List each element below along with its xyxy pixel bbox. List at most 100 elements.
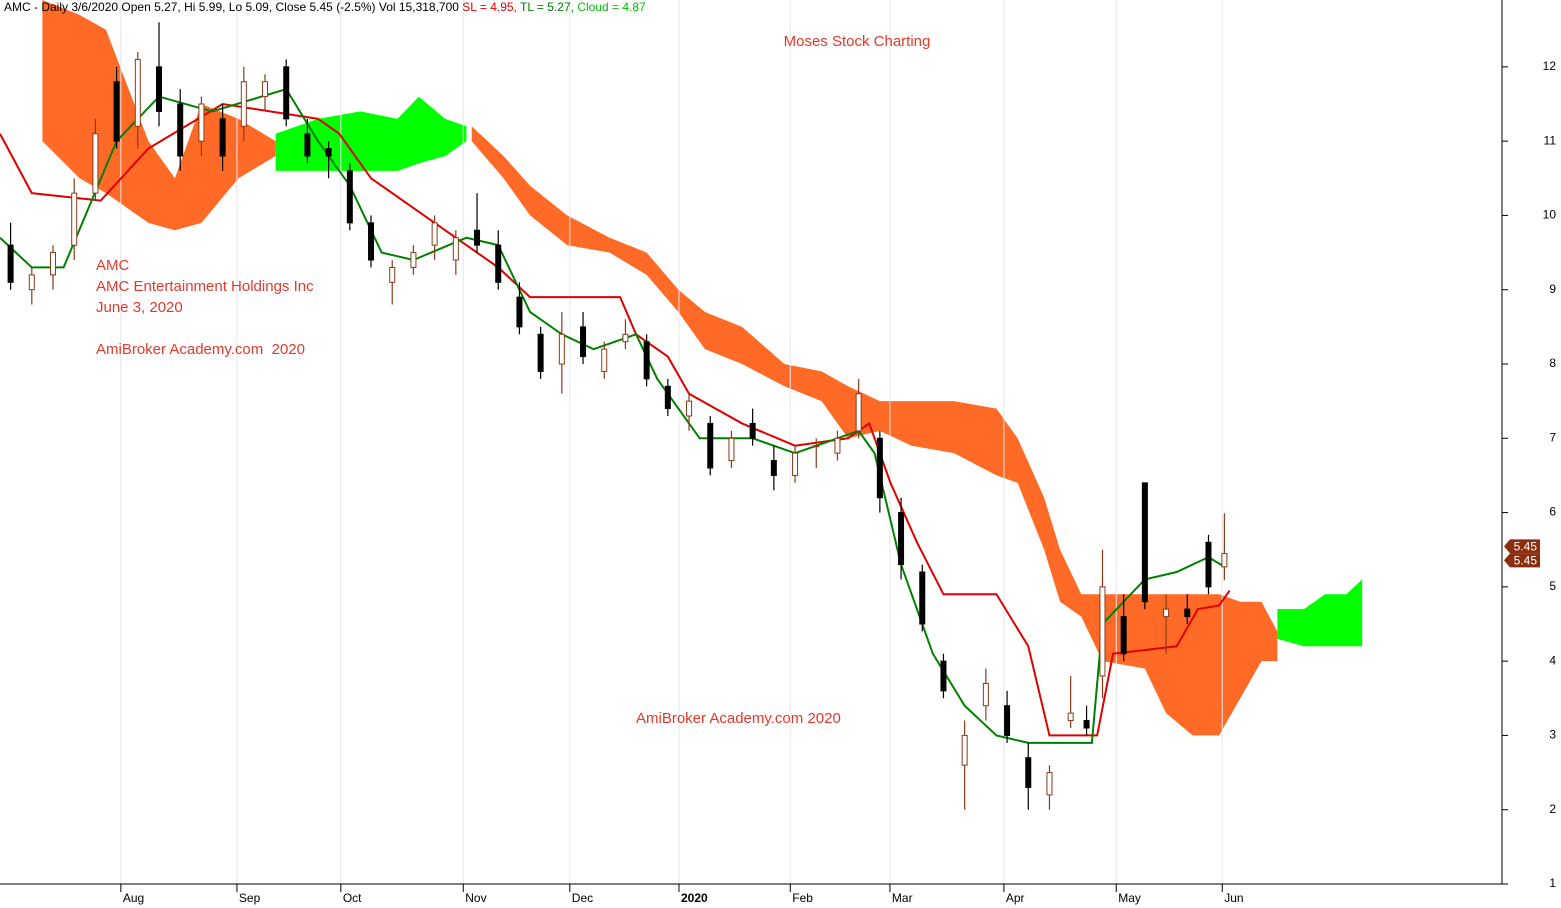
candle-body bbox=[7, 244, 14, 283]
price-tag-label: 5.45 bbox=[1514, 540, 1538, 554]
candle-body bbox=[368, 222, 375, 261]
annotation: AMC Entertainment Holdings Inc bbox=[96, 278, 314, 295]
candle-body bbox=[262, 81, 269, 98]
candle-body bbox=[346, 170, 353, 224]
candle-body bbox=[1163, 608, 1170, 618]
candle-body bbox=[92, 133, 99, 194]
candle-body bbox=[580, 326, 587, 358]
annotation: AMC bbox=[96, 257, 130, 274]
y-tick-label: 12 bbox=[1543, 59, 1557, 73]
candle-body bbox=[813, 445, 820, 448]
candle-body bbox=[558, 333, 565, 365]
y-tick-label: 10 bbox=[1543, 208, 1557, 222]
candle-body bbox=[1046, 772, 1053, 796]
candle-body bbox=[982, 682, 989, 707]
y-tick-label: 7 bbox=[1549, 430, 1556, 444]
cloud-band bbox=[275, 96, 467, 171]
candle-body bbox=[198, 103, 205, 142]
cloud-layer bbox=[42, 0, 1363, 736]
x-tick-label: Dec bbox=[572, 891, 593, 905]
y-tick-label: 4 bbox=[1549, 653, 1556, 667]
candle-body bbox=[728, 437, 735, 462]
candle-body bbox=[156, 66, 163, 112]
candle-body bbox=[50, 252, 57, 276]
candle-body bbox=[792, 452, 799, 476]
candle-body bbox=[1099, 586, 1106, 677]
grid-layer bbox=[120, 0, 1223, 884]
candle-body bbox=[961, 734, 968, 766]
candle-body bbox=[431, 222, 438, 246]
candle-body bbox=[1221, 552, 1228, 568]
candle-body bbox=[134, 58, 141, 127]
candle-body bbox=[855, 393, 862, 432]
header-tl: TL = 5.27, bbox=[520, 0, 574, 14]
header-cloud: Cloud = 4.87 bbox=[577, 0, 646, 14]
x-tick-label: Jun bbox=[1224, 891, 1243, 905]
candle-body bbox=[537, 333, 544, 372]
candle-body bbox=[940, 660, 947, 692]
price-tag bbox=[1504, 553, 1540, 568]
x-tick-label: May bbox=[1118, 891, 1141, 905]
indicator-line bbox=[0, 87, 1225, 744]
cloud-band bbox=[471, 126, 1278, 736]
header: AMC - Daily 3/6/2020 Open 5.27, Hi 5.99,… bbox=[4, 0, 646, 14]
candle-body bbox=[664, 385, 671, 410]
x-tick-label: 2020 bbox=[681, 891, 708, 905]
candle-body bbox=[177, 103, 184, 157]
candle-body bbox=[240, 81, 247, 127]
y-tick-label: 5 bbox=[1549, 579, 1556, 593]
y-tick-label: 6 bbox=[1549, 505, 1556, 519]
candle-body bbox=[516, 296, 523, 328]
x-tick-label: Apr bbox=[1006, 891, 1025, 905]
header-sl: SL = 4.95, bbox=[462, 0, 517, 14]
candle-body bbox=[474, 229, 481, 246]
x-tick-label: Nov bbox=[465, 891, 486, 905]
x-tick-label: Mar bbox=[892, 891, 913, 905]
candle-body bbox=[898, 512, 905, 566]
candle-body bbox=[304, 133, 311, 157]
candle-layer bbox=[7, 22, 1228, 810]
candle-body bbox=[219, 118, 226, 157]
y-tick-label: 3 bbox=[1549, 728, 1556, 742]
x-tick-label: Oct bbox=[343, 891, 362, 905]
cloud-band bbox=[1277, 579, 1363, 647]
candle-body bbox=[686, 400, 693, 417]
price-tag bbox=[1504, 539, 1540, 554]
candle-body bbox=[71, 192, 78, 246]
candle-body bbox=[1067, 712, 1074, 722]
candle-body bbox=[495, 244, 502, 283]
x-tick-label: Feb bbox=[792, 891, 813, 905]
candle-body bbox=[876, 437, 883, 499]
candle-body bbox=[622, 333, 629, 343]
candle-body bbox=[1184, 608, 1191, 618]
candle-body bbox=[1025, 757, 1032, 788]
candle-body bbox=[1004, 705, 1011, 736]
indicator-line bbox=[0, 102, 1231, 737]
candle-body bbox=[601, 348, 608, 372]
candle-body bbox=[452, 237, 459, 261]
candle-body bbox=[1205, 541, 1212, 588]
x-tick-label: Aug bbox=[123, 891, 144, 905]
y-tick-label: 9 bbox=[1549, 282, 1556, 296]
candle-body bbox=[1083, 720, 1090, 729]
annotation: AmiBroker Academy.com 2020 bbox=[636, 710, 841, 727]
candle-body bbox=[113, 81, 120, 142]
header-info: AMC - Daily 3/6/2020 Open 5.27, Hi 5.99,… bbox=[4, 0, 459, 14]
candle-body bbox=[389, 266, 396, 283]
annotation: AmiBroker Academy.com 2020 bbox=[96, 341, 305, 358]
y-tick-label: 2 bbox=[1549, 802, 1556, 816]
chart-title: Moses Stock Charting bbox=[784, 33, 931, 50]
y-tick-label: 1 bbox=[1549, 876, 1556, 890]
annotation: June 3, 2020 bbox=[96, 299, 183, 316]
candle-body bbox=[749, 422, 756, 439]
candle-body bbox=[770, 460, 777, 476]
candle-body bbox=[1141, 482, 1148, 603]
candle-body bbox=[919, 571, 926, 625]
candle-body bbox=[283, 66, 290, 120]
cloud-band bbox=[42, 0, 276, 231]
y-tick-label: 11 bbox=[1544, 133, 1557, 147]
candle-body bbox=[410, 252, 417, 268]
line-layer bbox=[0, 87, 1231, 744]
